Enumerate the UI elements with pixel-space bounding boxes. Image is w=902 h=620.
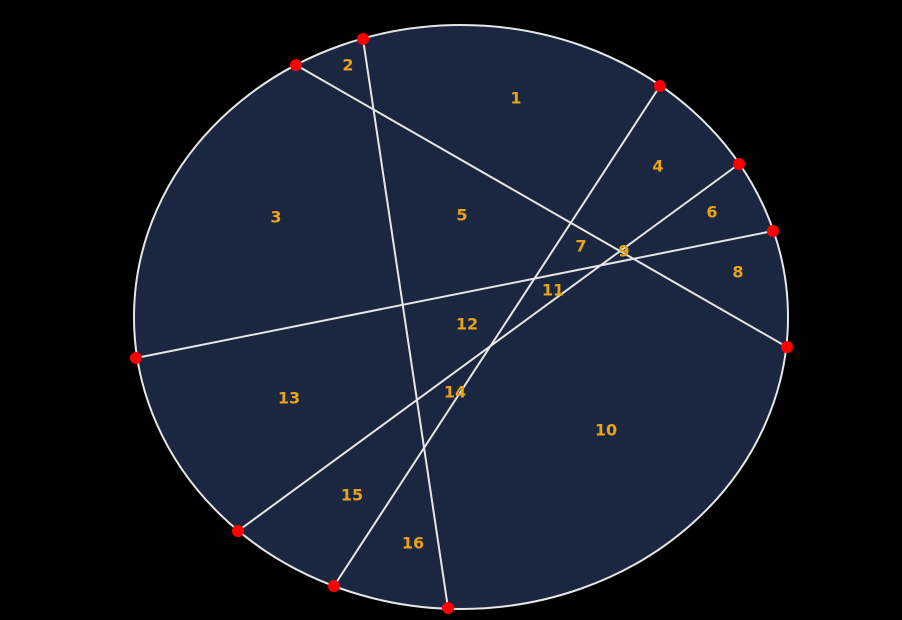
- chord-line: [362, 38, 449, 609]
- region-label: 9: [618, 242, 629, 261]
- boundary-point: [290, 59, 302, 71]
- boundary-point: [442, 602, 454, 614]
- boundary-point: [130, 352, 142, 364]
- region-label: 5: [456, 206, 467, 225]
- region-label: 4: [652, 157, 663, 176]
- region-label: 12: [456, 315, 478, 334]
- boundary-point: [357, 33, 369, 45]
- region-label: 2: [342, 56, 353, 75]
- region-labels: 1 2 3 4 5 6 7 8 9 10 11 12 13 14 15 16: [270, 56, 743, 553]
- region-label: 11: [542, 281, 564, 300]
- region-label: 8: [732, 263, 743, 282]
- chord-line: [333, 85, 661, 587]
- boundary-point: [781, 341, 793, 353]
- boundary-point: [767, 225, 779, 237]
- chord-lines: [135, 38, 788, 609]
- chord-line: [135, 230, 774, 359]
- region-label: 1: [510, 89, 521, 108]
- circle-disk: [133, 24, 789, 610]
- region-label: 13: [278, 389, 300, 408]
- chord-line: [295, 64, 788, 348]
- chord-line: [237, 163, 740, 532]
- boundary-point: [733, 158, 745, 170]
- region-label: 6: [706, 203, 717, 222]
- region-label: 14: [444, 383, 466, 402]
- region-label: 10: [595, 421, 617, 440]
- region-label: 7: [575, 237, 586, 256]
- boundary-points: [130, 33, 793, 614]
- region-label: 3: [270, 208, 281, 227]
- boundary-point: [232, 525, 244, 537]
- boundary-point: [654, 80, 666, 92]
- boundary-point: [328, 580, 340, 592]
- region-label: 15: [341, 486, 363, 505]
- region-label: 16: [402, 534, 424, 553]
